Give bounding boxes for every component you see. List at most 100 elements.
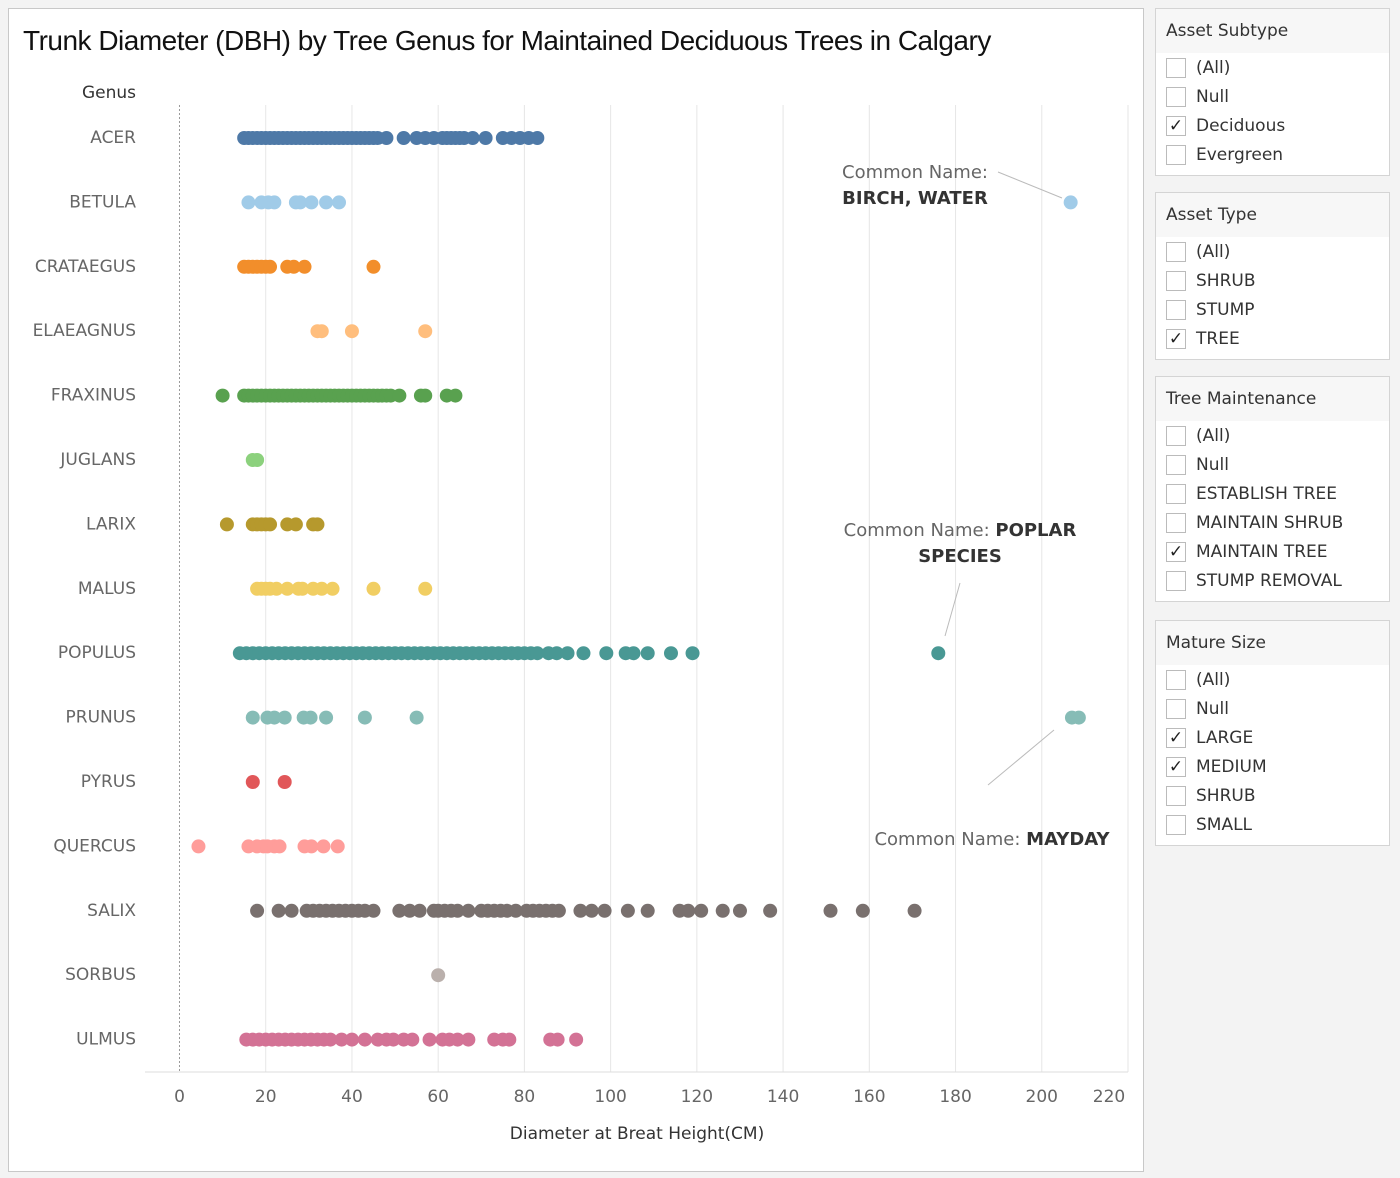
y-tick-label: LARIX	[86, 514, 136, 534]
filter-option[interactable]: Evergreen	[1156, 140, 1389, 169]
checkbox[interactable]	[1166, 814, 1186, 835]
filter-option[interactable]: (All)	[1156, 237, 1389, 266]
filter-option[interactable]: ✓ LARGE	[1156, 723, 1389, 752]
dot	[286, 259, 301, 274]
filter-panel: Mature Size (All) Null ✓ LARGE ✓ MEDIUM SHRUB SM…	[1155, 620, 1390, 846]
dot	[316, 839, 331, 854]
checkbox[interactable]	[1166, 570, 1186, 591]
filter-option[interactable]: Null	[1156, 694, 1389, 723]
filter-option[interactable]: ✓ Deciduous	[1156, 111, 1389, 140]
dot	[263, 259, 278, 274]
filter-option[interactable]: SMALL	[1156, 810, 1389, 839]
checkbox[interactable]: ✓	[1166, 541, 1186, 562]
dot	[461, 1032, 476, 1047]
dot	[323, 1032, 338, 1047]
checkbox[interactable]	[1166, 512, 1186, 533]
option-label: (All)	[1196, 57, 1231, 78]
x-tick-label: 120	[681, 1087, 713, 1107]
checkbox[interactable]	[1166, 299, 1186, 320]
y-tick-label: BETULA	[69, 192, 136, 212]
annotation: Common Name: BIRCH, WATER	[800, 160, 1030, 212]
filter-panel: Asset Type (All) SHRUB STUMP ✓ TREE	[1155, 192, 1390, 360]
checkbox[interactable]	[1166, 483, 1186, 504]
dot	[907, 903, 922, 918]
filter-option[interactable]: (All)	[1156, 421, 1389, 450]
filter-option[interactable]: ESTABLISH TREE	[1156, 479, 1389, 508]
dot	[681, 903, 696, 918]
dot	[366, 259, 381, 274]
dot	[640, 646, 655, 661]
checkbox[interactable]	[1166, 698, 1186, 719]
x-axis-title: Diameter at Breat Height(CM)	[510, 1124, 764, 1144]
y-tick-label: CRATAEGUS	[35, 257, 136, 277]
dot	[250, 453, 265, 467]
dot	[573, 903, 588, 918]
annotation-line	[987, 729, 1055, 786]
checkbox[interactable]	[1166, 57, 1186, 78]
checkbox[interactable]	[1166, 669, 1186, 690]
y-tick-label: ELAEAGNUS	[33, 321, 136, 341]
checkbox[interactable]	[1166, 454, 1186, 475]
filter-option[interactable]: MAINTAIN SHRUB	[1156, 508, 1389, 537]
filter-option[interactable]: Null	[1156, 450, 1389, 479]
dot	[1071, 710, 1086, 725]
checkbox[interactable]: ✓	[1166, 328, 1186, 349]
checkbox[interactable]	[1166, 270, 1186, 291]
dot	[284, 903, 299, 918]
dot	[422, 1032, 437, 1047]
dot	[304, 195, 319, 210]
y-tick-label: ULMUS	[76, 1030, 136, 1050]
dot	[319, 195, 334, 210]
checkbox[interactable]	[1166, 86, 1186, 107]
dot	[732, 903, 747, 918]
option-label: STUMP REMOVAL	[1196, 570, 1342, 591]
dot	[478, 131, 493, 145]
dot	[277, 775, 292, 789]
x-tick-label: 100	[594, 1087, 626, 1107]
filter-option[interactable]: SHRUB	[1156, 266, 1389, 295]
dot	[402, 903, 417, 918]
checkbox[interactable]: ✓	[1166, 727, 1186, 748]
filter-option[interactable]: (All)	[1156, 665, 1389, 694]
dot	[549, 646, 564, 661]
annotation-line	[997, 171, 1063, 199]
dot	[314, 324, 329, 339]
dot	[412, 903, 427, 918]
dot	[823, 903, 838, 918]
checkbox[interactable]	[1166, 144, 1186, 165]
dot	[293, 195, 308, 210]
x-tick-label: 80	[514, 1087, 536, 1107]
filter-option[interactable]: STUMP REMOVAL	[1156, 566, 1389, 595]
dot	[620, 903, 635, 918]
dot	[551, 903, 566, 918]
dot	[530, 131, 545, 145]
filter-option[interactable]: SHRUB	[1156, 781, 1389, 810]
checkbox[interactable]	[1166, 425, 1186, 446]
chart-container: Trunk Diameter (DBH) by Tree Genus for M…	[8, 8, 1144, 1172]
option-label: (All)	[1196, 669, 1231, 690]
dot	[219, 517, 234, 532]
filter-option[interactable]: (All)	[1156, 53, 1389, 82]
annotation-label: Common Name:	[842, 162, 988, 183]
dot	[508, 903, 523, 918]
dot	[685, 646, 700, 661]
filter-option[interactable]: ✓ TREE	[1156, 324, 1389, 353]
filter-title: Tree Maintenance	[1156, 377, 1389, 421]
filter-option[interactable]: ✓ MEDIUM	[1156, 752, 1389, 781]
dot	[245, 775, 260, 789]
checkbox[interactable]	[1166, 785, 1186, 806]
option-label: STUMP	[1196, 299, 1255, 320]
y-tick-label: MALUS	[78, 579, 136, 599]
checkbox[interactable]	[1166, 241, 1186, 262]
filter-option[interactable]: Null	[1156, 82, 1389, 111]
filter-option[interactable]: STUMP	[1156, 295, 1389, 324]
dot	[855, 903, 870, 918]
dot	[357, 1032, 372, 1047]
annotation-line	[944, 582, 961, 637]
checkbox[interactable]: ✓	[1166, 756, 1186, 777]
y-tick-label: ACER	[90, 128, 136, 148]
checkbox[interactable]: ✓	[1166, 115, 1186, 136]
annotation: Common Name: MAYDAY	[862, 827, 1122, 853]
filter-option[interactable]: ✓ MAINTAIN TREE	[1156, 537, 1389, 566]
